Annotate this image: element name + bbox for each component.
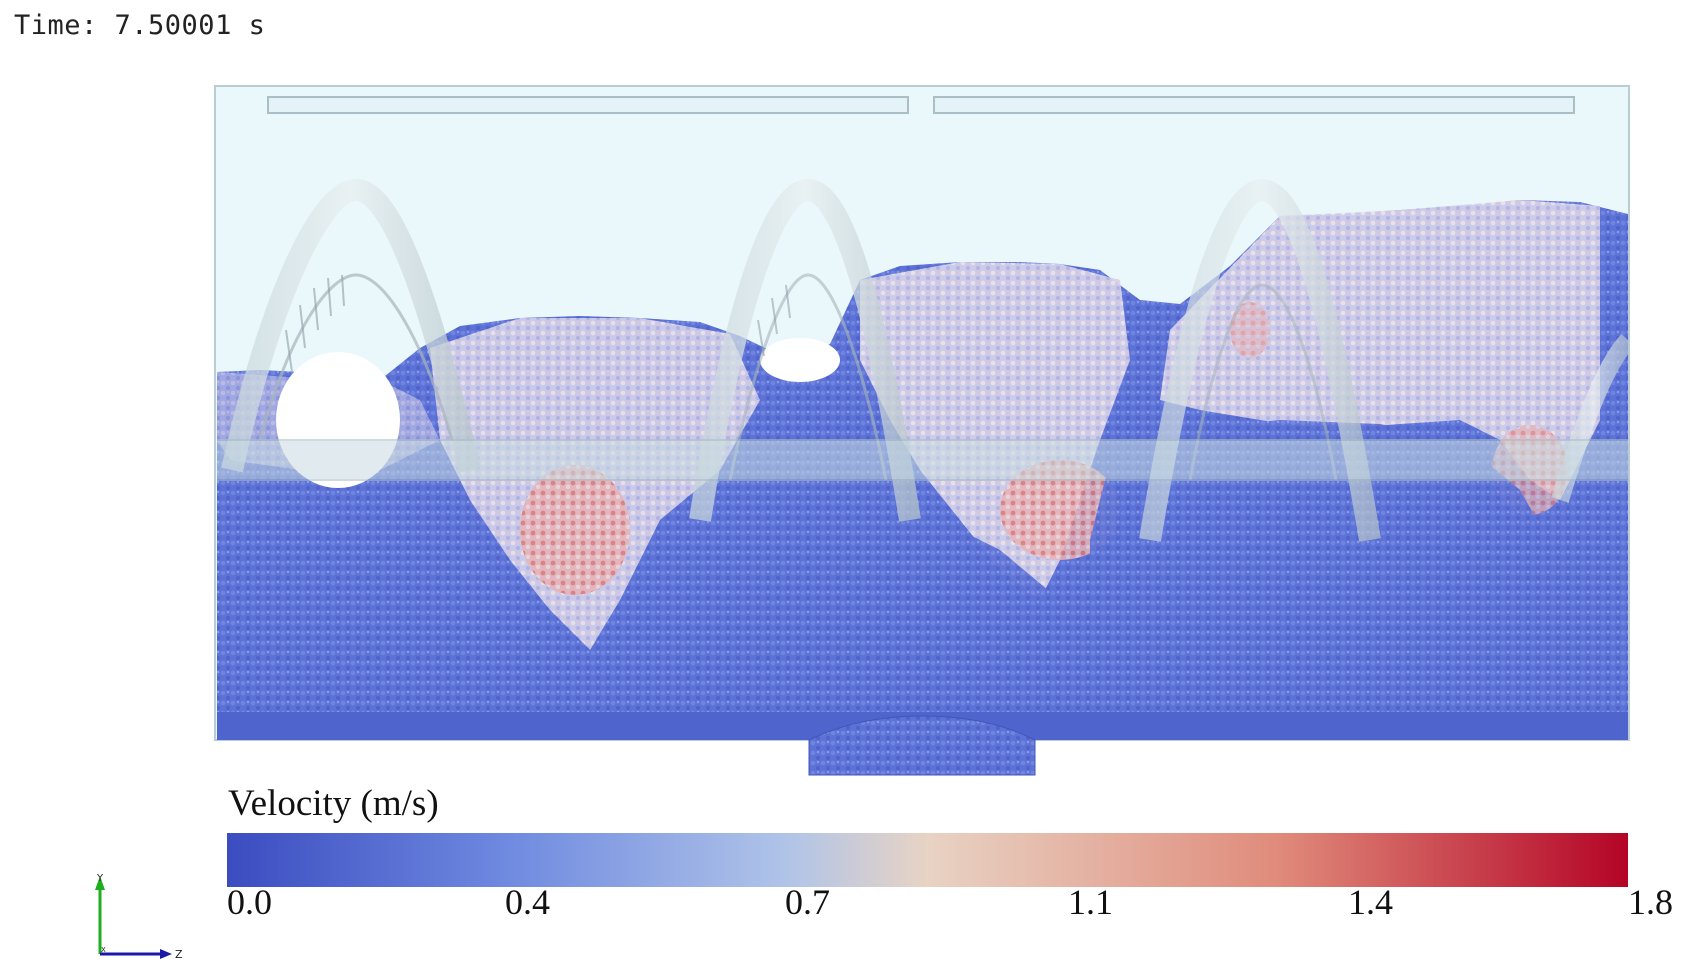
void-middle bbox=[760, 338, 840, 382]
screw-shaft bbox=[217, 439, 1628, 481]
hot-spot-1 bbox=[520, 465, 630, 595]
discharge-outlet bbox=[808, 715, 1036, 776]
x-axis-label: X bbox=[101, 946, 106, 954]
slow-mound-1 bbox=[620, 490, 1080, 740]
slow-mound-2 bbox=[1090, 420, 1560, 740]
flight-ribs-left bbox=[285, 274, 345, 373]
fast-region-3 bbox=[1160, 200, 1600, 500]
legend-tick-1: 0.4 bbox=[505, 882, 550, 922]
slow-mound-3 bbox=[217, 470, 600, 740]
color-legend-bar bbox=[227, 833, 1628, 887]
top-ledge-right bbox=[933, 96, 1575, 114]
hot-spot-2 bbox=[1000, 460, 1120, 560]
time-label: Time: 7.50001 s bbox=[14, 10, 266, 41]
legend-tick-0: 0.0 bbox=[227, 882, 272, 922]
y-axis-label: Y bbox=[96, 873, 104, 884]
z-axis-label: Z bbox=[175, 948, 183, 960]
legend-tick-2: 0.7 bbox=[785, 882, 830, 922]
legend-tick-4: 1.4 bbox=[1348, 882, 1393, 922]
y-axis-arrow bbox=[95, 876, 105, 890]
orientation-axes: Y Z X bbox=[95, 873, 183, 960]
top-ledge-left bbox=[267, 96, 909, 114]
screw-flight-2 bbox=[689, 178, 921, 522]
hot-spot-4 bbox=[1230, 302, 1270, 358]
screw-flight-3 bbox=[1139, 178, 1381, 542]
legend-tick-3: 1.1 bbox=[1068, 882, 1113, 922]
legend-title: Velocity (m/s) bbox=[228, 783, 439, 824]
z-axis-arrow bbox=[160, 949, 172, 959]
legend-tick-5: 1.8 bbox=[1628, 882, 1673, 922]
flight-ribs-middle bbox=[757, 284, 791, 357]
